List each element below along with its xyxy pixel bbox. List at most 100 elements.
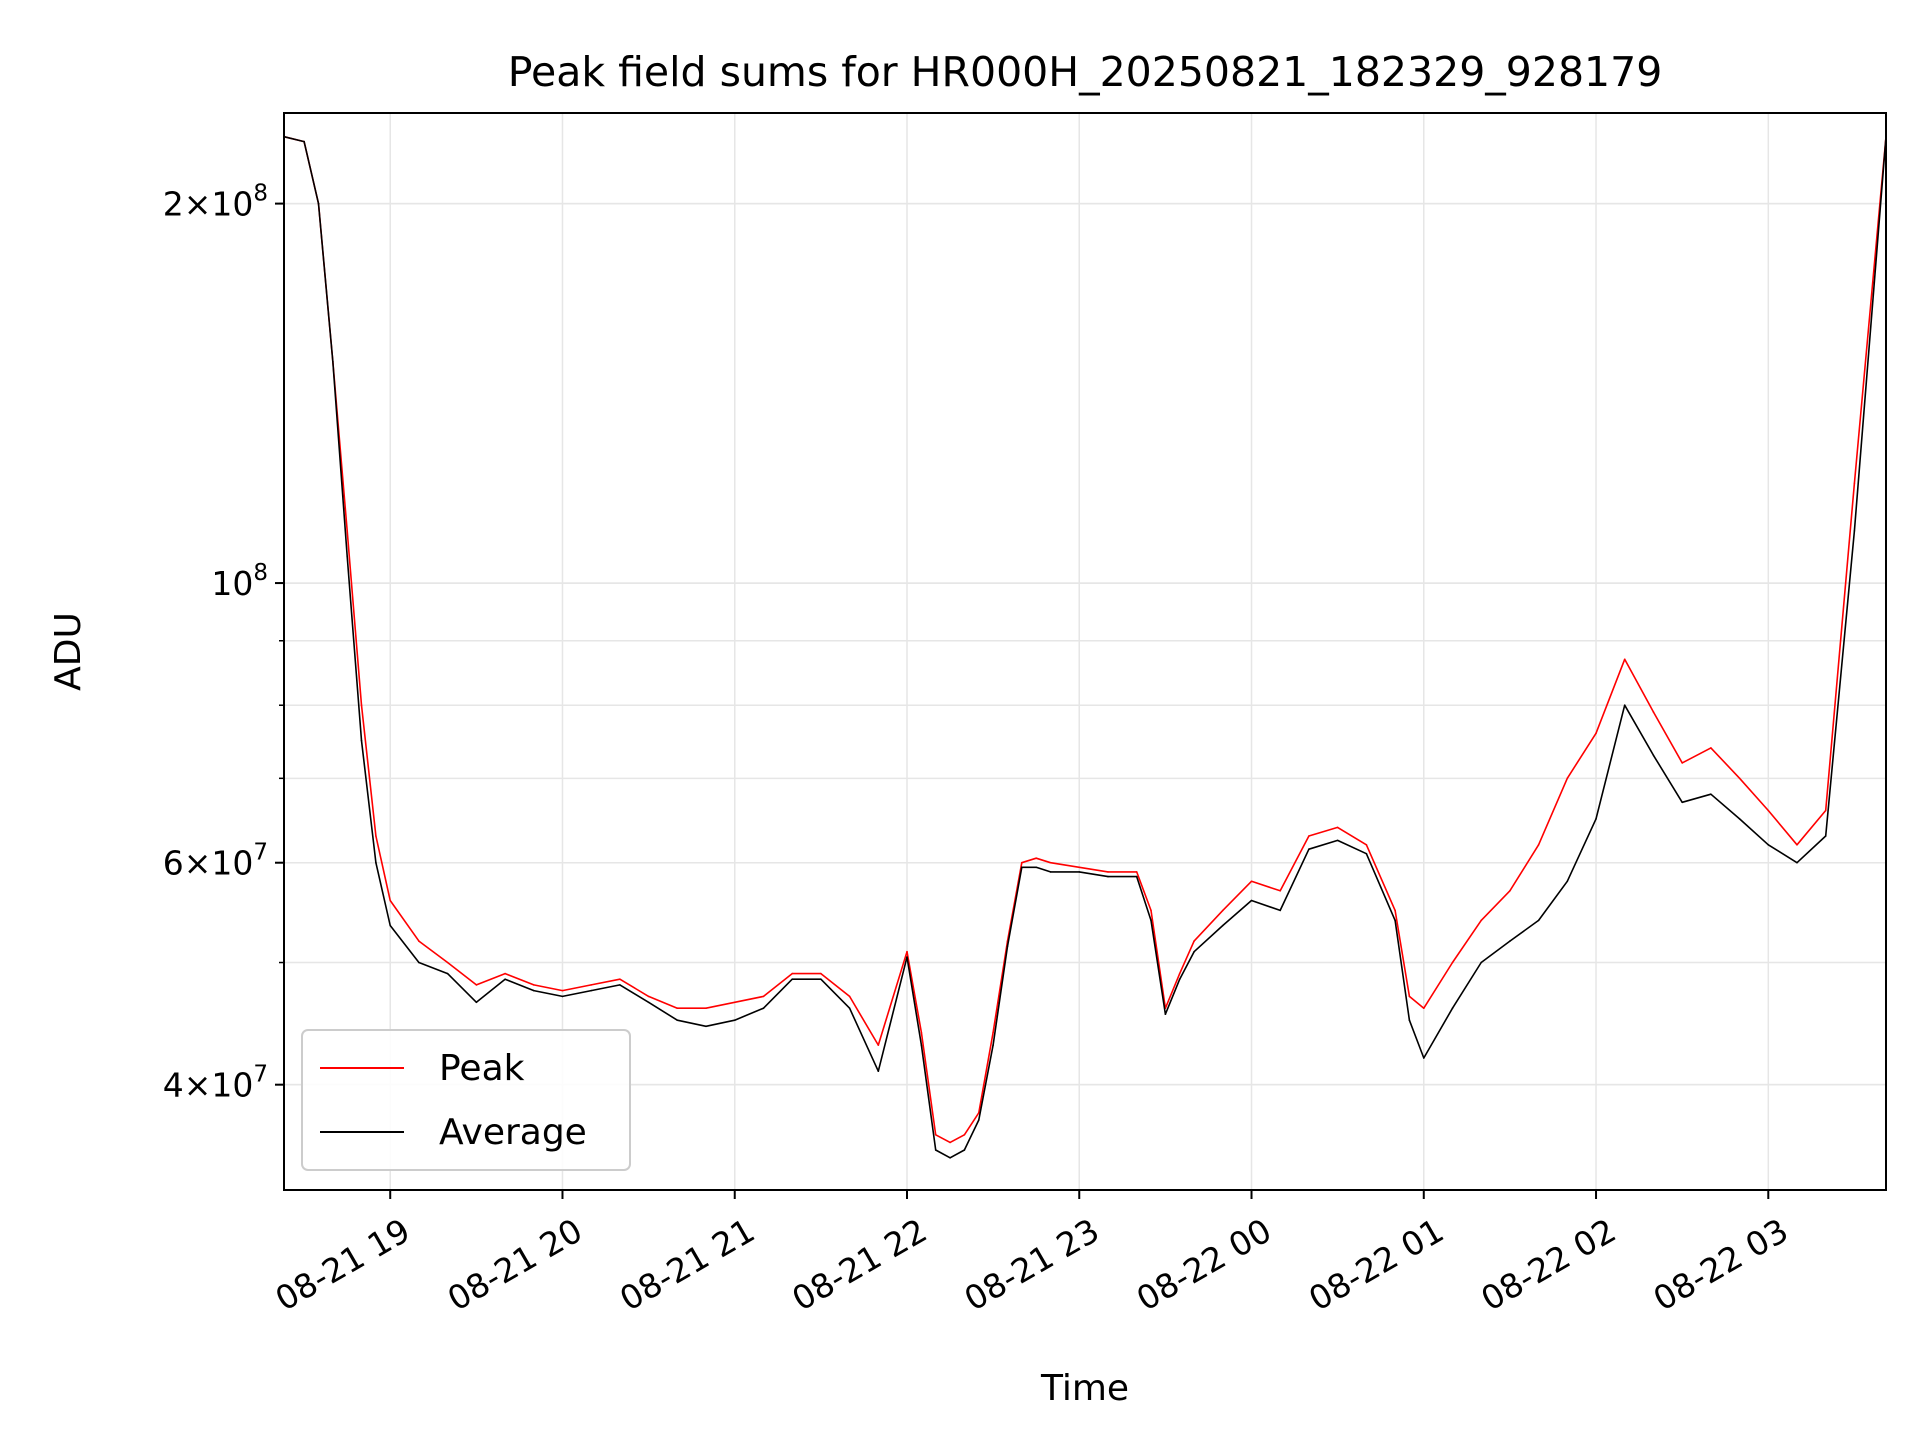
data-point-peak: [1107, 871, 1109, 873]
data-point-peak: [949, 1141, 951, 1144]
y-tick-times: ×: [184, 185, 212, 224]
data-point-average: [475, 1001, 478, 1004]
data-point-peak: [1035, 857, 1037, 859]
data-point-peak: [705, 1007, 707, 1009]
data-point-average: [1035, 866, 1037, 869]
y-tick-mantissa: 6: [163, 844, 184, 883]
y-tick-exponent: 7: [253, 1062, 268, 1088]
data-point-peak: [963, 1134, 966, 1136]
data-point-peak: [820, 972, 822, 975]
data-point-average: [1767, 844, 1770, 846]
series-line-peak: [283, 135, 1887, 1144]
data-point-average: [848, 1007, 851, 1009]
data-point-peak: [389, 899, 392, 902]
data-point-peak: [375, 835, 377, 837]
data-point-peak: [1451, 961, 1454, 964]
data-point-average: [1308, 848, 1310, 850]
data-point-average: [1480, 961, 1482, 964]
data-point-peak: [418, 940, 420, 942]
data-point-average: [1164, 1013, 1167, 1015]
data-point-average: [1365, 852, 1368, 855]
data-point-average: [1006, 945, 1009, 948]
data-point-peak: [920, 1031, 923, 1034]
data-point-average: [504, 978, 506, 980]
data-point-average: [1652, 754, 1655, 757]
data-point-peak: [733, 1001, 736, 1004]
data-point-average: [920, 1044, 923, 1046]
data-point-peak: [1738, 777, 1741, 780]
data-point-peak: [1193, 940, 1195, 942]
data-point-average: [1408, 1019, 1411, 1021]
data-point-peak: [1222, 909, 1224, 912]
data-point-peak: [1394, 909, 1396, 912]
data-point-peak: [346, 530, 349, 532]
data-point-average: [1710, 793, 1712, 795]
data-point-average: [1738, 818, 1741, 820]
data-point-peak: [647, 995, 650, 998]
data-point-peak: [1336, 826, 1339, 829]
data-point-peak: [1480, 919, 1482, 922]
data-point-average: [1222, 924, 1224, 927]
data-point-average: [1049, 871, 1052, 873]
data-point-average: [1566, 880, 1569, 883]
data-point-average: [791, 978, 793, 980]
y-tick-base: 10: [211, 844, 253, 883]
data-point-peak: [1796, 844, 1798, 846]
data-point-average: [1078, 871, 1081, 873]
data-point-peak: [1710, 747, 1712, 749]
data-point-peak: [1566, 777, 1569, 780]
data-point-peak: [504, 972, 506, 975]
data-point-average: [963, 1149, 966, 1151]
data-point-average: [346, 555, 349, 558]
data-point-average: [992, 1044, 994, 1046]
data-point-peak: [1250, 880, 1253, 883]
data-point-average: [1824, 835, 1827, 837]
data-point-peak: [1595, 732, 1597, 735]
data-point-peak: [1767, 809, 1770, 812]
data-point-average: [590, 989, 592, 992]
data-point-peak: [1021, 861, 1023, 864]
data-point-average: [1107, 875, 1109, 878]
y-tick-label: 2×108: [163, 181, 268, 224]
y-tick-base: 10: [211, 1066, 253, 1105]
data-point-average: [1178, 978, 1181, 980]
data-point-average: [1451, 1007, 1454, 1009]
y-tick-exponent: 8: [253, 181, 268, 207]
data-point-average: [1250, 899, 1253, 902]
data-point-peak: [791, 972, 793, 975]
data-point-peak: [475, 984, 478, 986]
data-point-peak: [978, 1112, 980, 1114]
y-tick-exponent: 8: [253, 560, 268, 586]
data-point-average: [949, 1157, 951, 1159]
data-point-peak: [992, 1031, 994, 1034]
y-tick-base: 10: [211, 185, 253, 224]
data-point-peak: [360, 704, 363, 706]
data-point-average: [1135, 875, 1138, 878]
data-point-peak: [1824, 809, 1827, 812]
data-point-average: [762, 1007, 765, 1009]
data-point-average: [877, 1070, 880, 1072]
data-point-average: [375, 861, 377, 864]
data-point-average: [820, 978, 822, 980]
data-point-average: [1623, 704, 1626, 706]
y-axis-label: ADU: [48, 612, 89, 691]
data-point-peak: [1681, 762, 1683, 764]
y-tick-mantissa: 4: [163, 1066, 184, 1105]
y-tick-times: ×: [184, 1066, 212, 1105]
data-point-peak: [1150, 909, 1152, 912]
data-point-average: [1336, 839, 1339, 842]
y-tick-base: 10: [211, 564, 253, 603]
data-point-average: [1021, 866, 1023, 869]
data-point-average: [446, 972, 449, 975]
y-tick-label: 108: [211, 560, 268, 603]
data-point-peak: [1365, 844, 1368, 846]
data-point-average: [1681, 801, 1683, 804]
data-point-peak: [1078, 866, 1081, 869]
data-point-peak: [1509, 890, 1511, 892]
data-point-peak: [1049, 861, 1052, 864]
data-point-average: [1853, 530, 1856, 532]
data-point-peak: [1408, 995, 1411, 998]
data-point-average: [418, 961, 420, 964]
